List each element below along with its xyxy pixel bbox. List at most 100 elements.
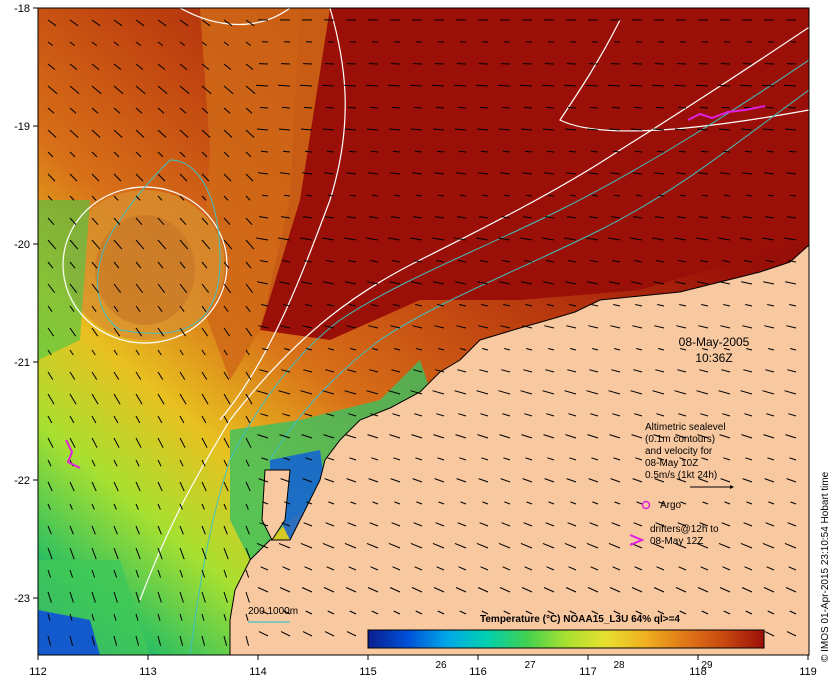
- velocity-arrow: [157, 19, 167, 27]
- velocity-arrow: [570, 501, 577, 505]
- velocity-arrow: [526, 194, 533, 197]
- velocity-arrow: [157, 173, 166, 182]
- velocity-arrow: [765, 106, 775, 109]
- velocity-arrow: [69, 151, 76, 158]
- velocity-arrow: [523, 216, 533, 219]
- velocity-arrow: [722, 150, 731, 153]
- velocity-arrow: [433, 281, 445, 285]
- velocity-arrow: [47, 503, 51, 510]
- velocity-arrow: [436, 566, 445, 571]
- velocity-arrow: [157, 349, 162, 356]
- velocity-arrow: [742, 478, 753, 483]
- velocity-arrow: [566, 172, 577, 175]
- velocity-arrow: [456, 478, 467, 483]
- velocity-arrow: [157, 503, 161, 510]
- velocity-arrow: [785, 434, 797, 439]
- velocity-arrow: [415, 304, 423, 307]
- velocity-arrow: [722, 566, 731, 571]
- velocity-arrow: [135, 41, 142, 46]
- velocity-arrow: [410, 542, 423, 549]
- velocity-arrow: [223, 217, 231, 226]
- velocity-arrow: [634, 150, 643, 153]
- velocity-arrow: [389, 587, 401, 593]
- velocity-arrow: [388, 237, 401, 241]
- velocity-arrow: [609, 434, 621, 439]
- velocity-arrow: [653, 434, 665, 439]
- velocity-arrow: [656, 260, 665, 263]
- velocity-arrow: [476, 542, 489, 549]
- velocity-arrow: [696, 542, 709, 549]
- velocity-arrow: [179, 569, 184, 578]
- velocity-arrow: [245, 503, 249, 510]
- velocity-arrow: [371, 610, 379, 615]
- velocity-arrow: [629, 84, 643, 87]
- velocity-arrow: [698, 172, 709, 175]
- velocity-arrow: [245, 19, 255, 27]
- velocity-arrow: [721, 369, 731, 373]
- velocity-arrow: [281, 522, 291, 527]
- velocity-arrow: [179, 217, 187, 226]
- velocity-arrow: [548, 348, 555, 351]
- velocity-arrow: [501, 522, 511, 527]
- velocity-arrow: [223, 63, 232, 70]
- velocity-arrow: [394, 194, 401, 197]
- velocity-arrow: [135, 151, 142, 158]
- velocity-arrow: [504, 194, 511, 197]
- velocity-arrow: [370, 413, 379, 417]
- velocity-arrow: [499, 587, 511, 593]
- velocity-arrow: [91, 261, 98, 269]
- velocity-arrow: [179, 547, 185, 560]
- velocity-arrow: [302, 631, 313, 637]
- velocity-arrow: [179, 63, 188, 70]
- colorbar-tick-26: 26: [435, 660, 447, 671]
- velocity-arrow: [325, 106, 335, 109]
- velocity-arrow: [570, 348, 577, 351]
- velocity-arrow: [459, 304, 467, 307]
- velocity-arrow: [325, 216, 335, 219]
- velocity-arrow: [564, 128, 577, 131]
- velocity-arrow: [91, 85, 102, 95]
- velocity-arrow: [763, 587, 775, 593]
- velocity-arrow: [282, 260, 291, 263]
- velocity-arrow: [245, 261, 252, 269]
- velocity-arrow: [608, 128, 621, 131]
- velocity-arrow: [91, 239, 101, 250]
- lon-tick-label: 118: [689, 666, 707, 678]
- velocity-arrow: [787, 522, 797, 527]
- velocity-arrow: [282, 566, 291, 571]
- velocity-arrow: [256, 542, 269, 549]
- velocity-arrow: [223, 239, 233, 250]
- velocity-arrow: [69, 195, 75, 201]
- velocity-arrow: [479, 522, 489, 527]
- velocity-arrow: [344, 542, 357, 549]
- velocity-arrow: [411, 587, 423, 593]
- velocity-arrow: [522, 325, 533, 329]
- velocity-arrow: [525, 304, 533, 307]
- velocity-arrow: [69, 261, 76, 269]
- velocity-arrow: [255, 84, 269, 87]
- velocity-arrow: [259, 216, 269, 219]
- velocity-arrow: [762, 542, 775, 549]
- velocity-arrow: [69, 217, 77, 226]
- velocity-arrow: [410, 128, 423, 131]
- velocity-arrow: [69, 635, 74, 646]
- velocity-arrow: [157, 129, 167, 138]
- lon-tick-label: 119: [799, 666, 817, 678]
- velocity-arrow: [69, 371, 76, 380]
- velocity-arrow: [697, 587, 709, 593]
- velocity-arrow: [520, 542, 533, 549]
- velocity-arrow: [91, 569, 96, 578]
- velocity-arrow: [113, 525, 118, 535]
- velocity-arrow: [393, 304, 401, 307]
- colorbar-ramp: [367, 629, 765, 649]
- velocity-arrow: [278, 237, 291, 241]
- velocity-arrow: [436, 413, 445, 417]
- velocity-arrow: [763, 281, 775, 285]
- velocity-arrow: [655, 106, 665, 109]
- velocity-arrow: [223, 173, 232, 182]
- velocity-arrow: [245, 415, 251, 424]
- velocity-arrow: [438, 501, 445, 505]
- velocity-arrow: [653, 281, 665, 285]
- velocity-arrow: [525, 457, 533, 461]
- velocity-arrow: [524, 260, 533, 263]
